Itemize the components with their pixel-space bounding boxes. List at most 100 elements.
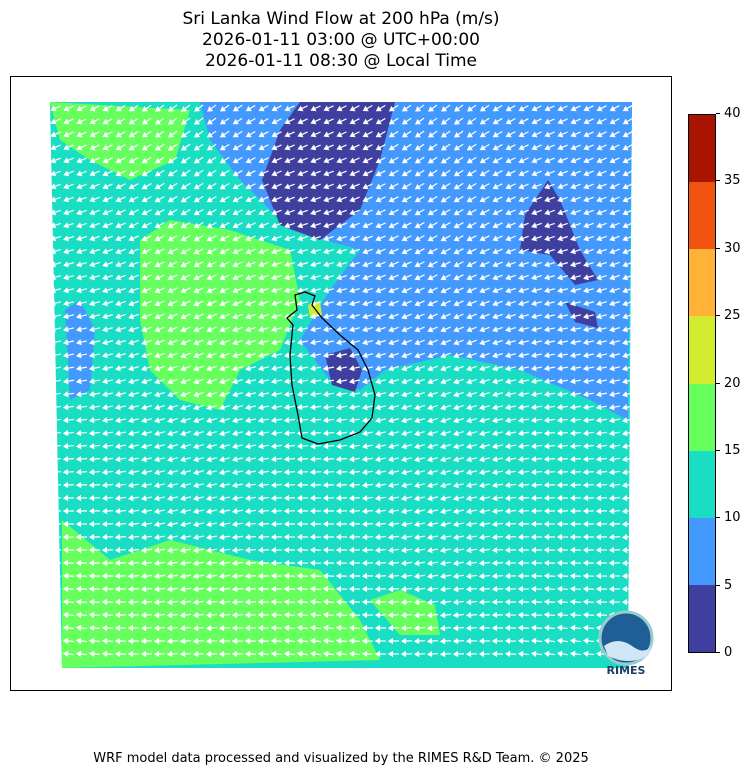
wind-arrow: [75, 546, 88, 554]
chart-title: Sri Lanka Wind Flow at 200 hPa (m/s): [182, 9, 500, 29]
wind-arrow: [401, 391, 412, 398]
wind-arrow: [75, 650, 88, 657]
wind-arrow: [413, 534, 426, 541]
wind-arrow: [335, 352, 348, 359]
wind-arrow: [517, 507, 530, 515]
wind-arrow: [63, 235, 74, 242]
wind-arrow: [270, 404, 283, 411]
wind-arrow: [465, 521, 478, 528]
wind-arrow: [348, 637, 361, 645]
wind-arrow: [115, 326, 126, 333]
wind-arrow: [608, 417, 621, 424]
wind-arrow: [257, 624, 270, 632]
wind-arrow: [62, 533, 75, 541]
wind-arrow: [63, 287, 74, 294]
wind-arrow: [63, 274, 74, 281]
wind-arrow: [88, 481, 101, 489]
wind-arrow: [101, 430, 114, 437]
wind-arrow: [452, 560, 465, 567]
wind-arrow: [283, 559, 296, 567]
wind-arrow: [154, 339, 165, 346]
wind-arrow: [193, 482, 204, 489]
wind-arrow: [128, 339, 139, 346]
wind-arrow: [154, 235, 165, 242]
wind-arrow: [140, 521, 153, 528]
wind-arrow: [622, 117, 633, 125]
wind-arrow: [517, 494, 530, 502]
wind-arrow: [374, 417, 387, 424]
wind-arrow: [75, 585, 88, 593]
wind-arrow: [413, 586, 426, 593]
wind-arrow: [492, 183, 503, 190]
wind-arrow: [63, 131, 74, 138]
wind-arrow: [492, 130, 503, 138]
wind-arrow: [154, 182, 165, 190]
wind-arrow: [401, 196, 412, 203]
wind-arrow: [517, 391, 530, 398]
wind-arrow: [400, 482, 413, 489]
wind-arrow: [127, 456, 140, 463]
wind-arrow: [179, 521, 192, 528]
wind-arrow: [257, 598, 270, 606]
wind-arrow: [180, 261, 191, 268]
wind-arrow: [466, 339, 477, 346]
wind-arrow: [440, 456, 451, 463]
wind-arrow: [479, 222, 490, 229]
wind-arrow: [479, 104, 490, 112]
wind-arrow: [608, 546, 621, 554]
wind-arrow: [89, 222, 100, 229]
wind-arrow: [166, 508, 179, 515]
wind-arrow: [101, 533, 114, 541]
wind-arrow: [245, 196, 256, 203]
wind-arrow: [517, 650, 530, 658]
wind-arrow: [232, 156, 243, 164]
wind-arrow: [283, 378, 296, 385]
wind-arrow: [245, 209, 256, 216]
wind-arrow: [414, 130, 425, 138]
wind-arrow: [310, 105, 321, 112]
wind-arrow: [114, 572, 127, 580]
wind-arrow: [63, 261, 74, 268]
wind-arrow: [271, 313, 282, 320]
wind-arrow: [49, 339, 62, 346]
wind-arrow: [466, 143, 477, 151]
wind-arrow: [387, 521, 400, 528]
wind-arrow: [115, 118, 126, 125]
wind-arrow: [530, 650, 543, 657]
wind-arrow: [114, 482, 127, 489]
wind-arrow: [530, 598, 543, 606]
wind-arrow: [257, 585, 270, 593]
wind-arrow: [323, 157, 334, 164]
wind-arrow: [582, 468, 595, 476]
wind-arrow: [232, 143, 243, 151]
wind-arrow: [50, 196, 61, 203]
wind-arrow: [154, 143, 165, 151]
wind-arrow: [596, 209, 607, 216]
wind-arrow: [583, 118, 594, 125]
wind-arrow: [245, 274, 256, 281]
wind-arrow: [219, 169, 230, 177]
wind-arrow: [621, 456, 634, 463]
wind-arrow: [63, 170, 74, 177]
wind-arrow: [583, 274, 594, 281]
wind-arrow: [232, 104, 243, 112]
wind-arrow: [219, 300, 230, 307]
wind-arrow: [453, 235, 464, 242]
wind-arrow: [245, 313, 256, 320]
wind-arrow: [140, 624, 153, 632]
wind-arrow: [517, 417, 530, 424]
wind-arrow: [505, 378, 517, 385]
wind-arrow: [491, 559, 504, 567]
wind-arrow: [427, 430, 438, 437]
wind-arrow: [219, 130, 230, 138]
wind-arrow: [167, 300, 178, 307]
wind-arrow: [283, 365, 296, 372]
wind-arrow: [89, 157, 100, 164]
wind-arrow: [569, 378, 582, 385]
wind-arrow: [154, 391, 165, 398]
wind-arrow: [518, 339, 529, 346]
wind-arrow: [180, 443, 191, 450]
wind-arrow: [258, 274, 269, 281]
wind-arrow: [582, 442, 595, 450]
wind-arrow: [478, 443, 491, 450]
